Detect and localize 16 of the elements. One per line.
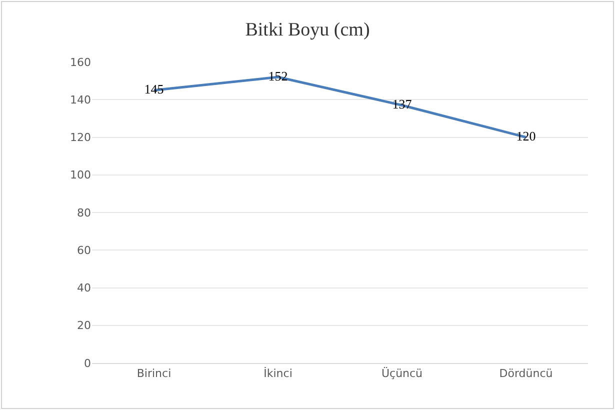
x-tick-label: Üçüncü <box>381 366 423 380</box>
y-tick-label: 160 <box>70 56 91 69</box>
y-tick-label: 120 <box>70 131 91 144</box>
x-tick-label: Birinci <box>136 367 172 380</box>
x-tick-label: Dördüncü <box>499 367 553 380</box>
chart-title: Bitki Boyu (cm) <box>245 20 370 41</box>
y-tick-label: 20 <box>77 319 91 332</box>
x-tick-label: İkinci <box>264 366 292 380</box>
y-tick-label: 60 <box>77 244 91 257</box>
y-tick-label: 100 <box>70 168 91 182</box>
y-tick-label: 0 <box>84 356 91 370</box>
y-tick-label: 140 <box>70 93 91 106</box>
y-tick-label: 80 <box>77 206 91 220</box>
y-tick-label: 40 <box>77 282 91 295</box>
data-label: 120 <box>516 128 536 144</box>
data-label: 145 <box>144 81 164 96</box>
